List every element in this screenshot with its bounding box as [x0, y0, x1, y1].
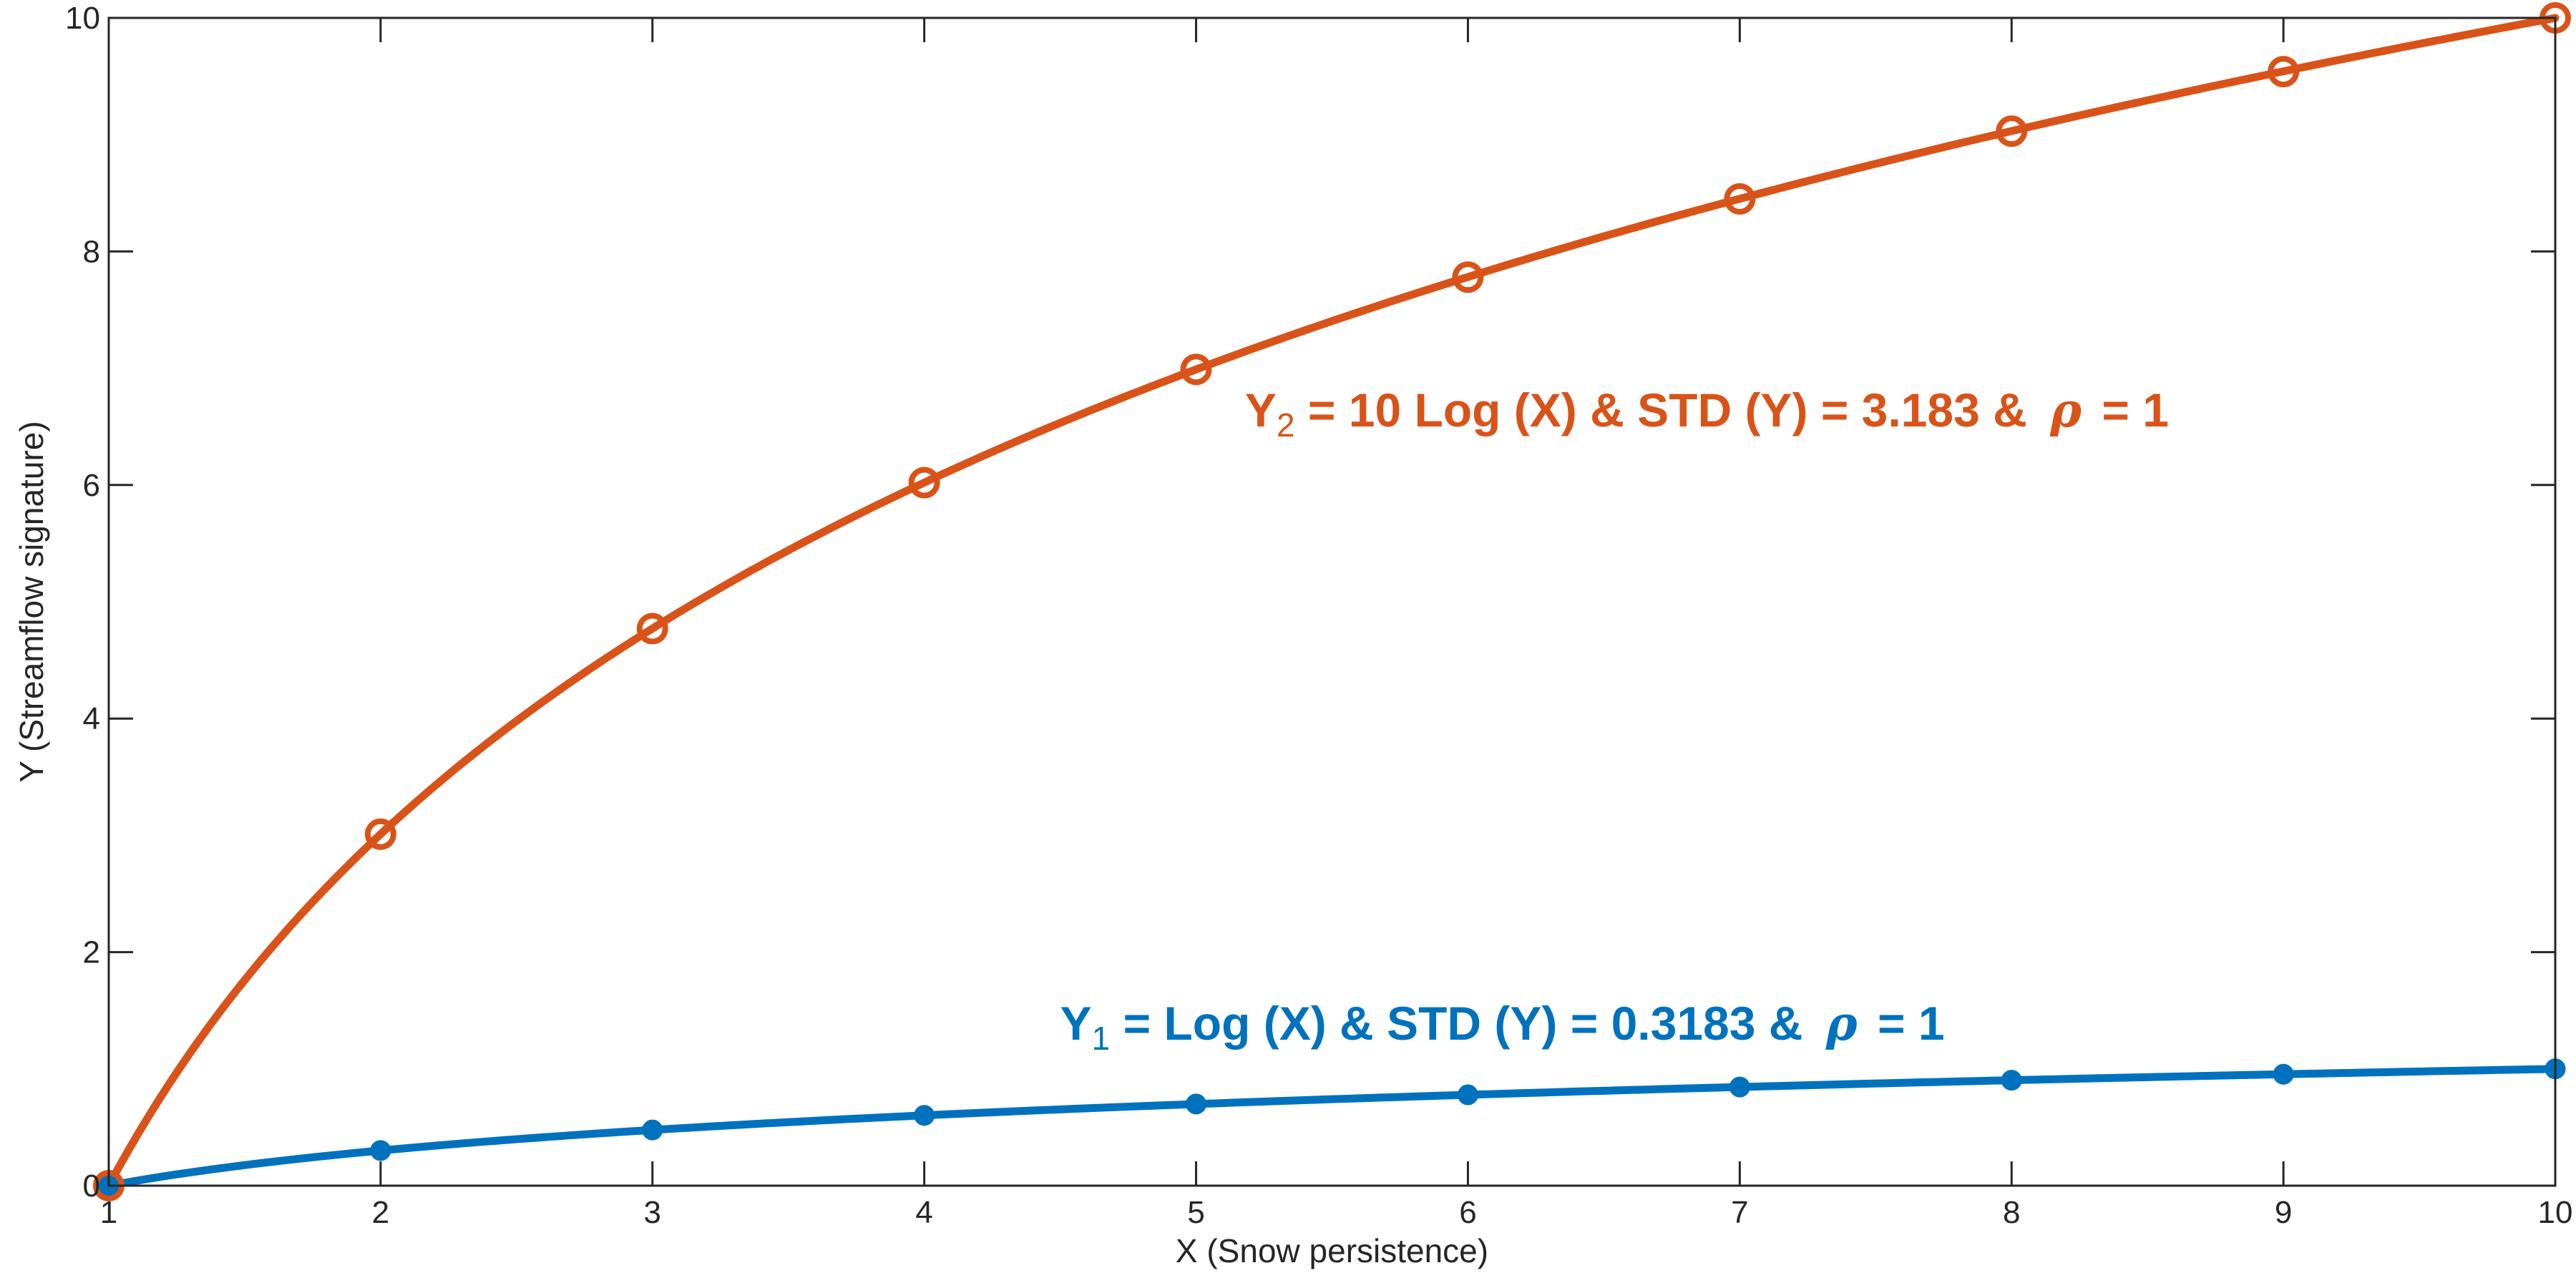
series-lines	[104, 14, 2560, 1190]
series-markers	[93, 2, 2571, 1201]
data-point-y2	[1180, 353, 1212, 386]
data-point-y2	[636, 613, 668, 645]
data-point-y2	[1996, 115, 2028, 147]
x-tick-label: 3	[644, 1195, 661, 1230]
data-point-y1	[2001, 1070, 2022, 1091]
annotation-y2: Y2 = 10 Log (X) & STD (Y) = 3.183 & ρ = …	[1245, 382, 2169, 444]
x-tick-label: 9	[2275, 1195, 2292, 1230]
annotation-part-tail: = 1	[1865, 997, 1945, 1050]
y-tick-label: 8	[83, 234, 100, 269]
y-axis-ticks: 0 2 4 6 8 10	[65, 1, 2555, 1204]
data-point-y1	[1729, 1076, 1750, 1098]
x-tick-label: 4	[915, 1195, 932, 1230]
data-point-y2	[2268, 56, 2300, 88]
y-axis-label: Y (Streamflow signature)	[13, 421, 50, 782]
annotation-part-sub: 1	[1092, 1020, 1111, 1057]
annotation-y1: Y1 = Log (X) & STD (Y) = 0.3183 & ρ = 1	[1060, 995, 1945, 1057]
x-axis-ticks: 1 2 3 4 5 6 7 8 9 10	[100, 18, 2573, 1230]
annotation-part-var: Y	[1060, 997, 1092, 1050]
annotation-part-symbol: ρ	[2049, 382, 2082, 438]
data-point-y1	[1457, 1084, 1478, 1106]
data-point-y2	[1724, 182, 1756, 215]
annotation-part-symbol: ρ	[1825, 995, 1858, 1051]
x-tick-label: 5	[1187, 1195, 1204, 1230]
x-tick-label: 10	[2538, 1195, 2573, 1230]
data-point-y1	[2273, 1063, 2294, 1085]
y-tick-label: 0	[83, 1169, 100, 1204]
data-point-y2	[1452, 261, 1484, 293]
data-point-y1	[1186, 1093, 1207, 1115]
series-line-y1	[104, 1065, 2560, 1190]
data-point-y2	[364, 818, 396, 850]
annotation-part-var: Y	[1245, 384, 1277, 436]
x-tick-label: 6	[1459, 1195, 1476, 1230]
x-tick-label: 8	[2003, 1195, 2020, 1230]
y-tick-label: 10	[65, 1, 100, 36]
x-tick-label: 1	[100, 1195, 117, 1230]
annotation-part-formula: = 10 Log (X) & STD (Y) = 3.183 &	[1295, 384, 2041, 436]
y-tick-label: 4	[83, 701, 100, 736]
data-point-y1	[914, 1105, 935, 1126]
x-tick-label: 7	[1731, 1195, 1748, 1230]
series-line-y2	[104, 14, 2560, 1190]
x-axis-label: X (Snow persistence)	[1176, 1232, 1488, 1269]
y-tick-label: 2	[83, 935, 100, 970]
plot-frame	[107, 16, 2557, 1187]
annotation-part-tail: = 1	[2089, 384, 2169, 436]
data-point-y1	[642, 1119, 663, 1141]
x-tick-label: 2	[372, 1195, 389, 1230]
data-point-y1	[370, 1140, 391, 1161]
annotation-part-formula: = Log (X) & STD (Y) = 0.3183 &	[1110, 997, 1816, 1050]
y-tick-label: 6	[83, 468, 100, 503]
annotation-part-sub: 2	[1277, 406, 1295, 444]
annotations: Y1 = Log (X) & STD (Y) = 0.3183 & ρ = 1Y…	[1060, 382, 2169, 1057]
data-point-y2	[908, 467, 940, 499]
